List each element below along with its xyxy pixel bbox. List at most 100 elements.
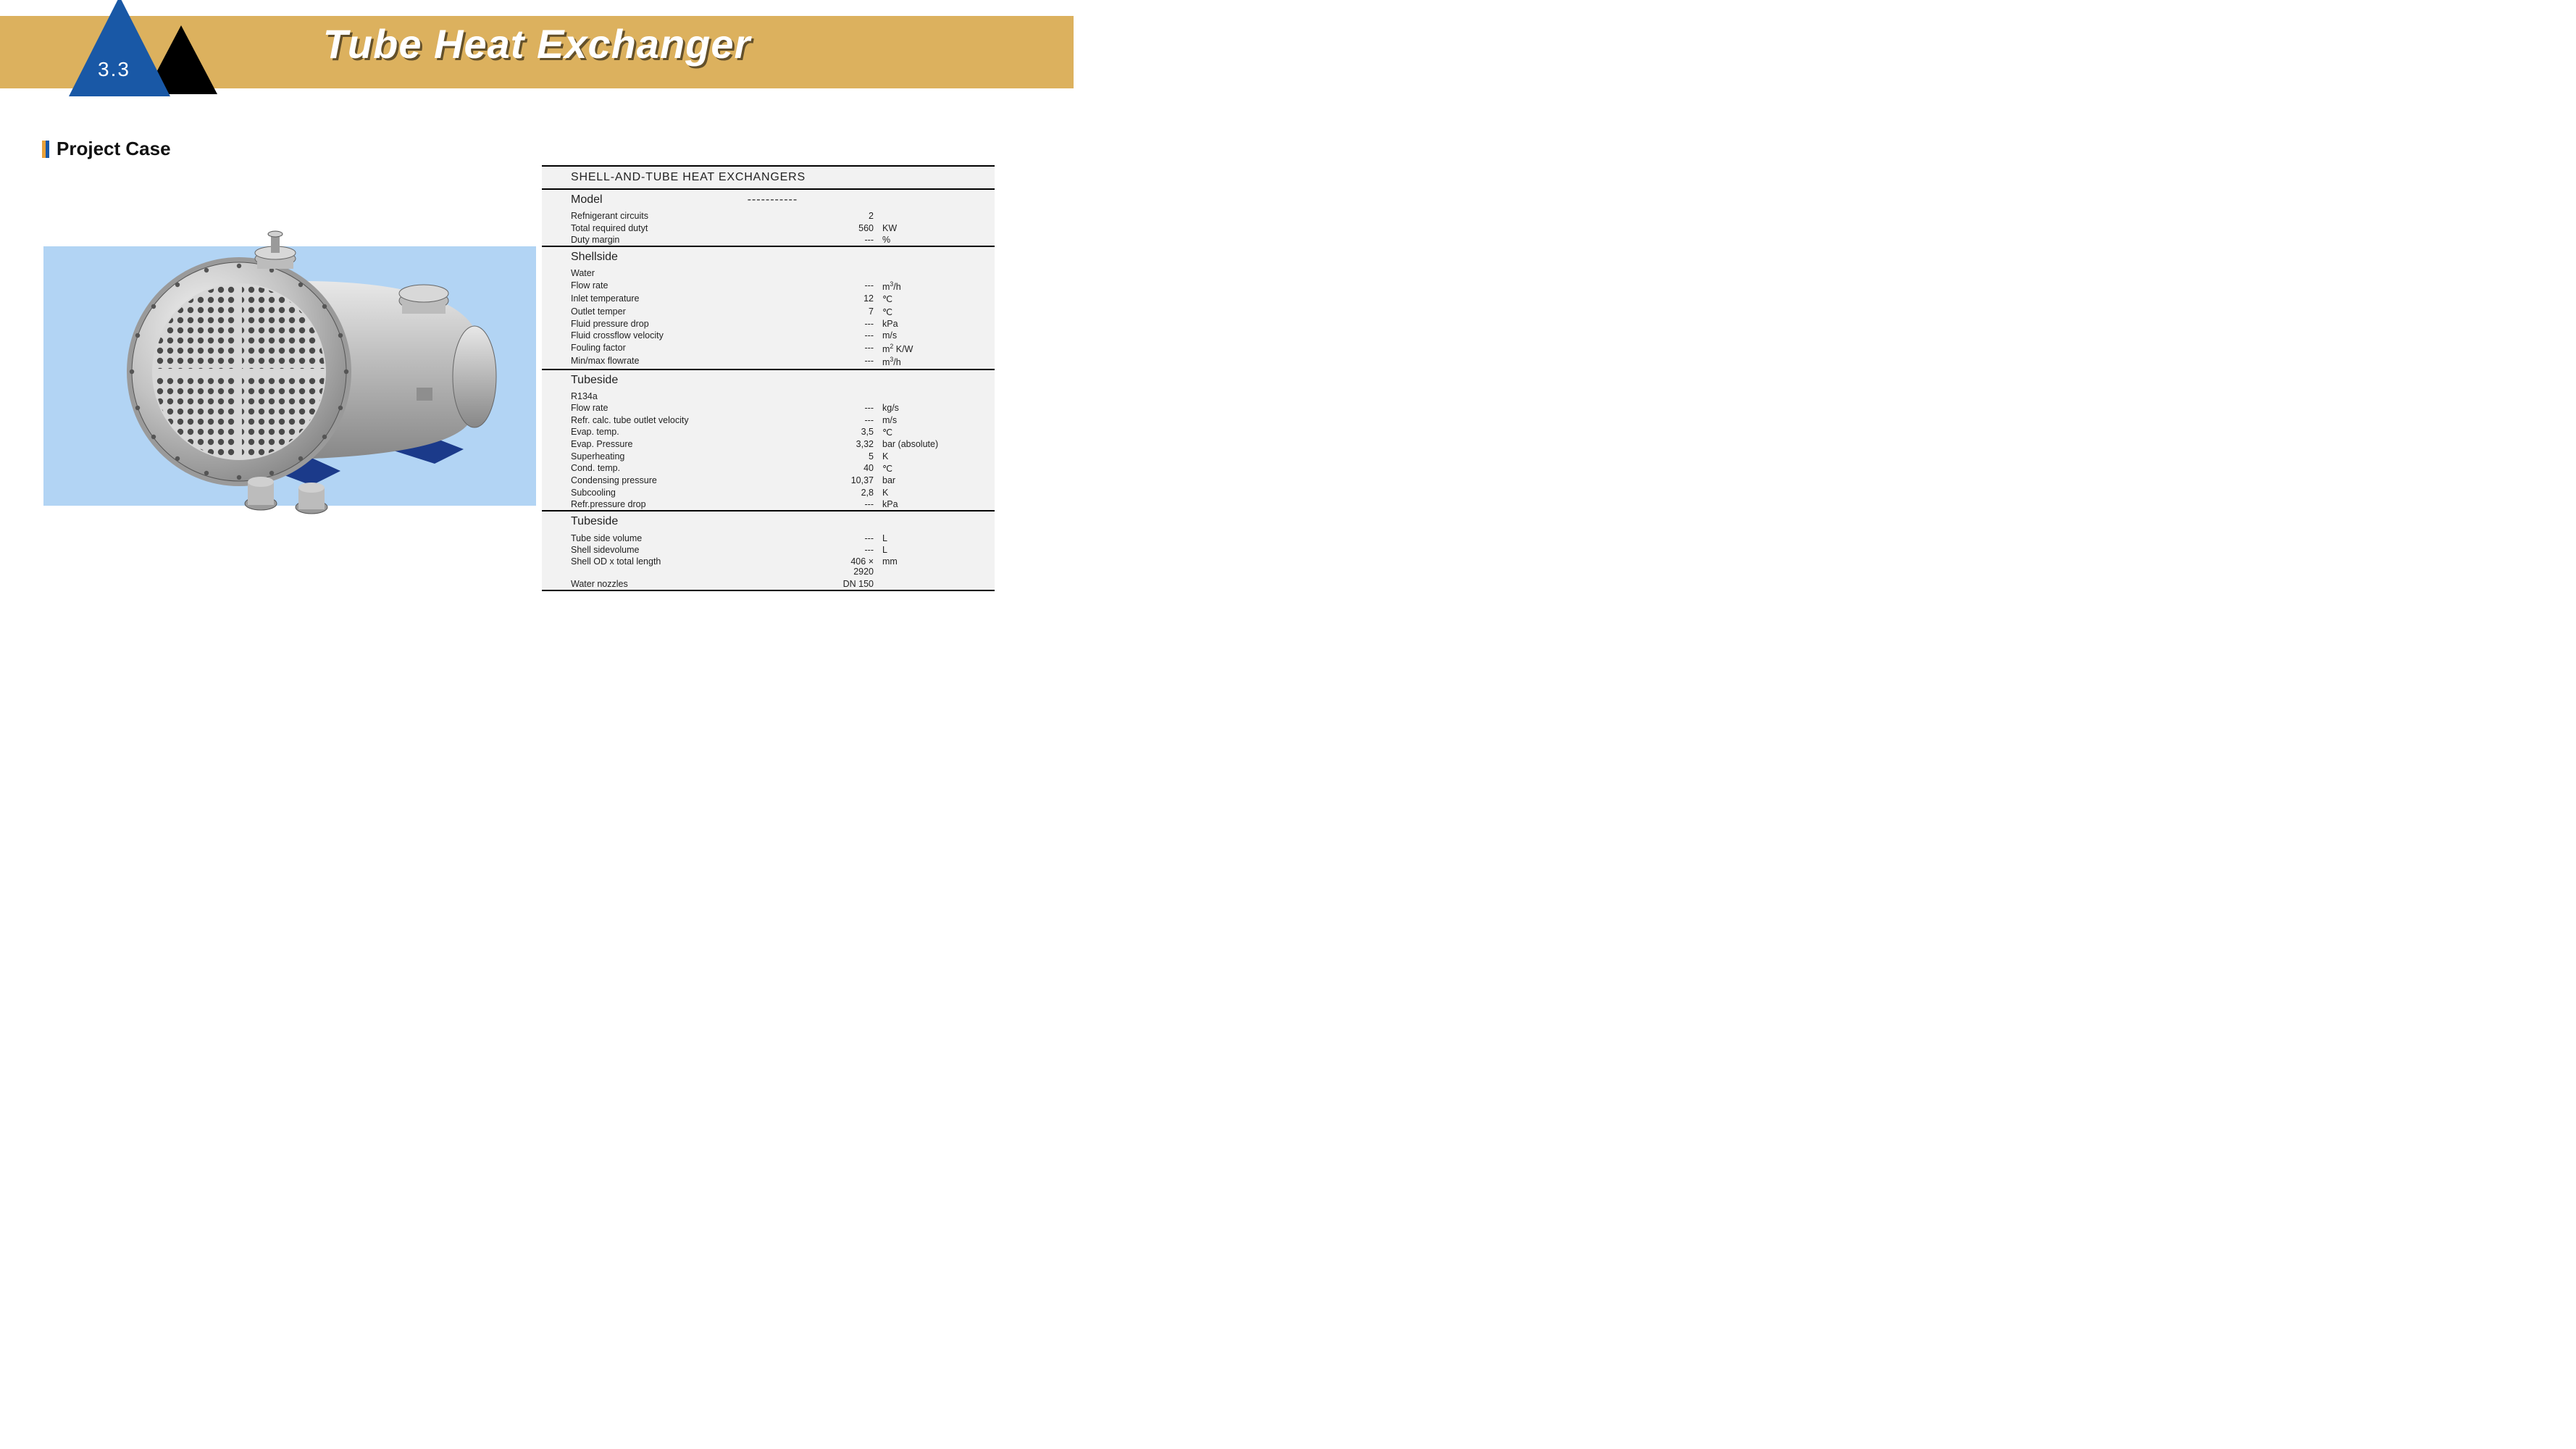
spec-label: Flow rate (571, 280, 832, 292)
spec-unit: kg/s (882, 403, 995, 413)
spec-unit: L (882, 533, 995, 543)
spec-section-header: Tubeside (542, 369, 995, 391)
sub-header-text: Project Case (57, 138, 171, 160)
spec-unit: ℃ (882, 463, 995, 474)
page-title: Tube Heat Exchanger (0, 20, 1074, 67)
spec-row: Min/max flowrate---m3/h (542, 355, 995, 369)
spec-value: 5 (832, 451, 882, 462)
spec-unit: K (882, 488, 995, 498)
spec-unit: ℃ (882, 306, 995, 317)
spec-row: Condensing pressure10,37bar (542, 475, 995, 486)
spec-value: --- (832, 330, 882, 341)
spec-unit: bar (882, 475, 995, 485)
spec-value (832, 391, 882, 401)
spec-unit (882, 391, 995, 401)
spec-unit (882, 579, 995, 589)
spec-row: Refr.pressure drop---kPa (542, 498, 995, 510)
spec-row: Shell sidevolume---L (542, 544, 995, 556)
spec-label: Flow rate (571, 403, 832, 413)
spec-label: Min/max flowrate (571, 356, 832, 367)
spec-section-name: Tubeside (571, 374, 618, 387)
spec-value: 12 (832, 293, 882, 304)
spec-label: Refr. calc. tube outlet velocity (571, 415, 832, 425)
spec-row: Refnigerant circuits2 (542, 210, 995, 222)
product-photo-area (43, 246, 536, 506)
spec-unit: ℃ (882, 427, 995, 438)
spec-unit: m2 K/W (882, 343, 995, 354)
spec-row: Tube side volume---L (542, 532, 995, 543)
spec-row: Refr. calc. tube outlet velocity---m/s (542, 414, 995, 425)
spec-row: Fluid pressure drop---kPa (542, 318, 995, 330)
spec-row: Cond. temp.40℃ (542, 462, 995, 475)
spec-label: Duty margin (571, 235, 832, 245)
spec-label: Superheating (571, 451, 832, 462)
spec-row: Flow rate---kg/s (542, 402, 995, 414)
spec-value: --- (832, 280, 882, 292)
spec-label: Cond. temp. (571, 463, 832, 474)
spec-value: DN 150 (832, 579, 882, 589)
spec-row: Fouling factor---m2 K/W (542, 342, 995, 356)
accent-bar-blue (46, 141, 49, 158)
spec-unit (882, 268, 995, 278)
spec-row: Total required dutyt560KW (542, 222, 995, 233)
spec-row: Inlet temperature12℃ (542, 293, 995, 305)
spec-label: Fluid pressure drop (571, 319, 832, 329)
spec-label: Outlet temper (571, 306, 832, 317)
spec-value: --- (832, 545, 882, 555)
spec-unit: L (882, 545, 995, 555)
spec-title: SHELL-AND-TUBE HEAT EXCHANGERS (542, 167, 995, 190)
spec-label: Inlet temperature (571, 293, 832, 304)
spec-label: Total required dutyt (571, 223, 832, 233)
spec-row: Fluid crossflow velocity---m/s (542, 330, 995, 341)
spec-value (832, 268, 882, 278)
spec-label: Refnigerant circuits (571, 211, 832, 221)
spec-unit: m3/h (882, 280, 995, 292)
spec-label: Tube side volume (571, 533, 832, 543)
spec-value: 40 (832, 463, 882, 474)
spec-label: Fluid crossflow velocity (571, 330, 832, 341)
spec-label: Evap. Pressure (571, 439, 832, 449)
spec-value: --- (832, 319, 882, 329)
spec-value: --- (832, 533, 882, 543)
spec-section-header: Shellside (542, 246, 995, 267)
spec-unit: m3/h (882, 356, 995, 367)
spec-label: Subcooling (571, 488, 832, 498)
spec-value: 406 × 2920 (832, 556, 882, 577)
spec-section-name: Shellside (571, 251, 618, 264)
spec-row: R134a (542, 391, 995, 402)
spec-value: --- (832, 235, 882, 245)
spec-row: Water (542, 267, 995, 279)
spec-value: --- (832, 415, 882, 425)
spec-row: Flow rate---m3/h (542, 280, 995, 293)
spec-unit: kPa (882, 319, 995, 329)
spec-row: Water nozzlesDN 150 (542, 577, 995, 589)
spec-value: 3,5 (832, 427, 882, 438)
spec-value: 7 (832, 306, 882, 317)
spec-value: --- (832, 403, 882, 413)
spec-unit: KW (882, 223, 995, 233)
spec-unit: m/s (882, 415, 995, 425)
spec-row: Superheating5K (542, 450, 995, 462)
spec-section-header: Tubeside (542, 510, 995, 532)
spec-unit (882, 211, 995, 221)
spec-value: 2 (832, 211, 882, 221)
spec-row: Subcooling2,8K (542, 487, 995, 498)
spec-value: --- (832, 356, 882, 367)
spec-value: --- (832, 343, 882, 354)
spec-row: Outlet temper7℃ (542, 305, 995, 317)
spec-value: 2,8 (832, 488, 882, 498)
spec-value: 3,32 (832, 439, 882, 449)
spec-value: --- (832, 499, 882, 509)
spec-label: Water (571, 268, 832, 278)
spec-table: SHELL-AND-TUBE HEAT EXCHANGERSModel-----… (542, 165, 995, 591)
spec-unit: kPa (882, 499, 995, 509)
spec-unit: m/s (882, 330, 995, 341)
heat-exchanger-illustration (94, 214, 500, 525)
spec-label: Fouling factor (571, 343, 832, 354)
sub-header: Project Case (42, 138, 171, 160)
spec-section-header: Model----------- (542, 190, 995, 210)
spec-value: 560 (832, 223, 882, 233)
spec-unit: ℃ (882, 293, 995, 304)
spec-unit: K (882, 451, 995, 462)
accent-bars (42, 141, 49, 158)
